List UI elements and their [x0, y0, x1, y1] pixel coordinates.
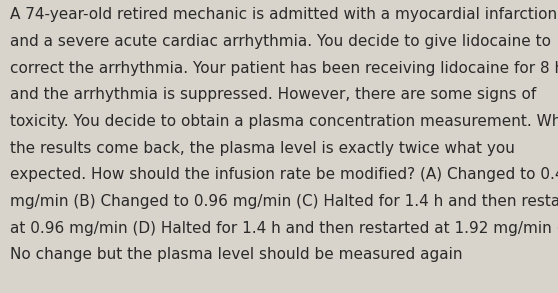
Text: and the arrhythmia is suppressed. However, there are some signs of: and the arrhythmia is suppressed. Howeve… [10, 87, 536, 102]
Text: at 0.96 mg/min (D) Halted for 1.4 h and then restarted at 1.92 mg/min (E): at 0.96 mg/min (D) Halted for 1.4 h and … [10, 221, 558, 236]
Text: mg/min (B) Changed to 0.96 mg/min (C) Halted for 1.4 h and then restarted: mg/min (B) Changed to 0.96 mg/min (C) Ha… [10, 194, 558, 209]
Text: and a severe acute cardiac arrhythmia. You decide to give lidocaine to: and a severe acute cardiac arrhythmia. Y… [10, 34, 551, 49]
Text: toxicity. You decide to obtain a plasma concentration measurement. When: toxicity. You decide to obtain a plasma … [10, 114, 558, 129]
Text: correct the arrhythmia. Your patient has been receiving lidocaine for 8 h,: correct the arrhythmia. Your patient has… [10, 61, 558, 76]
Text: A 74-year-old retired mechanic is admitted with a myocardial infarction: A 74-year-old retired mechanic is admitt… [10, 7, 557, 22]
Text: expected. How should the infusion rate be modified? (A) Changed to 0.48: expected. How should the infusion rate b… [10, 167, 558, 182]
Text: the results come back, the plasma level is exactly twice what you: the results come back, the plasma level … [10, 141, 515, 156]
Text: No change but the plasma level should be measured again: No change but the plasma level should be… [10, 247, 463, 262]
